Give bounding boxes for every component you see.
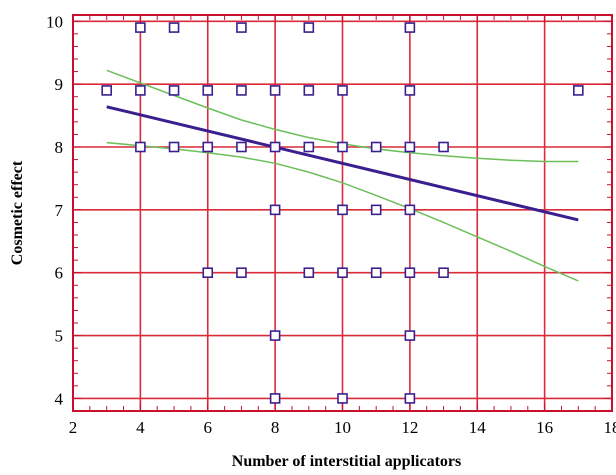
- y-tick-label: 6: [55, 264, 64, 283]
- data-point: [370, 141, 382, 153]
- data-point: [303, 85, 315, 96]
- x-tick-label: 8: [271, 418, 280, 437]
- x-tick-label: 10: [334, 418, 351, 437]
- data-point: [404, 85, 416, 96]
- x-tick-label: 2: [69, 418, 78, 437]
- data-point: [135, 22, 146, 33]
- data-point: [168, 85, 180, 96]
- data-point: [404, 393, 416, 404]
- data-point: [202, 267, 214, 279]
- x-tick-label: 18: [604, 418, 616, 437]
- x-tick-label: 16: [536, 418, 553, 437]
- confidence-lower-curve: [106, 141, 579, 282]
- y-axis-title: Cosmetic effect: [9, 160, 26, 265]
- x-tick-label: 4: [136, 418, 145, 437]
- regression-line-group: [106, 105, 579, 222]
- x-axis-title: Number of interstitial applicators: [232, 453, 461, 470]
- data-point: [202, 141, 214, 153]
- data-point: [438, 141, 449, 153]
- x-tick-label: 12: [401, 418, 418, 437]
- y-tick-label: 10: [46, 12, 63, 31]
- data-point: [337, 267, 348, 279]
- y-tick-label: 4: [55, 389, 64, 408]
- data-point: [573, 85, 584, 96]
- data-point: [269, 204, 281, 216]
- data-point: [236, 267, 247, 279]
- data-point: [337, 204, 348, 216]
- data-point: [337, 141, 348, 153]
- data-points: [101, 22, 584, 404]
- data-point: [404, 330, 416, 341]
- data-point: [168, 141, 180, 153]
- data-point: [404, 204, 416, 216]
- data-point: [303, 267, 315, 279]
- data-point: [337, 393, 348, 404]
- data-point: [303, 22, 315, 33]
- regression-line: [106, 105, 579, 222]
- data-point: [370, 204, 382, 216]
- y-tick-label: 7: [55, 201, 64, 220]
- data-point: [236, 141, 247, 153]
- data-point: [404, 141, 416, 153]
- y-tick-labels: 4 5 6 7 8 9 10: [46, 12, 64, 408]
- y-tick-label: 5: [55, 327, 64, 346]
- data-point: [168, 22, 180, 33]
- data-point: [438, 267, 449, 279]
- x-tick-label: 14: [469, 418, 487, 437]
- data-point: [269, 85, 281, 96]
- data-point: [404, 22, 416, 33]
- data-point: [135, 141, 146, 153]
- data-point: [303, 141, 315, 153]
- data-point: [202, 85, 214, 96]
- data-point: [135, 85, 146, 96]
- data-point: [236, 85, 247, 96]
- data-point: [269, 330, 281, 341]
- x-tick-label: 6: [204, 418, 213, 437]
- x-tick-labels: 2 4 6 8 10 12 14 16 18: [69, 418, 616, 437]
- data-point: [404, 267, 416, 279]
- data-point: [269, 393, 281, 404]
- data-point: [269, 141, 281, 153]
- y-tick-label: 8: [55, 138, 64, 157]
- data-point: [337, 85, 348, 96]
- data-point: [101, 85, 112, 96]
- data-point: [370, 267, 382, 279]
- y-tick-label: 9: [55, 75, 64, 94]
- data-point: [236, 22, 247, 33]
- minor-ticks: [72, 15, 613, 411]
